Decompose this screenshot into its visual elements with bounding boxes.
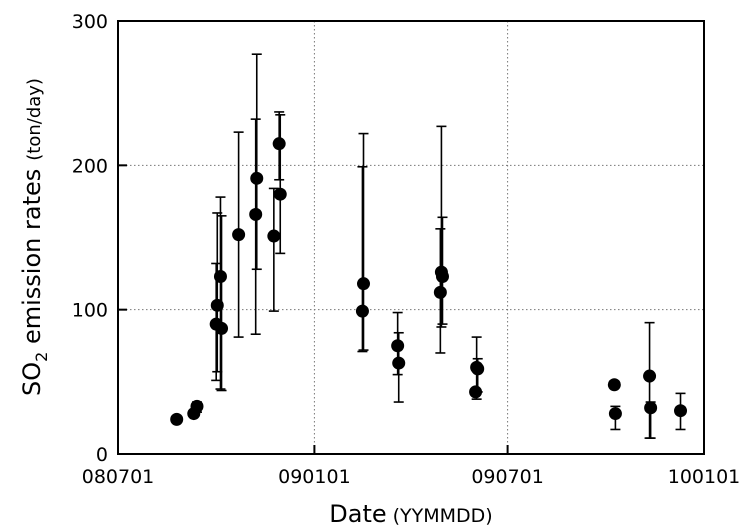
data-point <box>607 378 621 392</box>
data-point <box>643 369 657 383</box>
y-axis-title: SO2 emission rates (ton/day) <box>18 78 51 396</box>
data-point <box>215 321 229 335</box>
y-axis-title-subscript: 2 <box>32 352 51 362</box>
x-axis-title-unit: (YYMMDD) <box>393 505 493 527</box>
data-point <box>267 229 281 243</box>
data-points <box>170 137 688 426</box>
data-point <box>471 362 485 376</box>
x-tick-label: 090101 <box>278 466 351 488</box>
data-point <box>170 412 184 426</box>
y-tick-label: 200 <box>72 155 108 177</box>
data-point <box>232 228 246 242</box>
data-point <box>469 385 483 399</box>
x-tick-label: 090701 <box>471 466 544 488</box>
x-tick-label: 080701 <box>82 466 155 488</box>
y-tick-label: 300 <box>72 11 108 33</box>
y-axis-title-main: SO <box>18 362 46 396</box>
data-point <box>435 269 449 283</box>
axis-ticks: 080701 090101 090701 100101 0 100 200 300 <box>72 11 741 488</box>
data-point <box>357 277 371 291</box>
data-point <box>273 187 287 201</box>
y-tick-label: 100 <box>72 300 108 322</box>
data-point <box>391 339 405 353</box>
plot-frame <box>117 20 705 455</box>
y-tick-label: 0 <box>96 444 108 466</box>
data-point <box>213 269 227 283</box>
data-point <box>249 207 263 221</box>
y-axis-title-rest: emission rates <box>18 169 46 352</box>
data-point <box>392 356 406 370</box>
data-point <box>644 401 658 415</box>
data-point <box>250 171 264 185</box>
x-axis-title: Date (YYMMDD) <box>329 500 492 528</box>
data-point <box>674 404 688 418</box>
data-point <box>355 304 369 318</box>
data-point <box>272 137 286 151</box>
y-axis-title-unit: (ton/day) <box>24 78 45 161</box>
data-point <box>433 285 447 299</box>
data-point <box>608 407 622 421</box>
data-point <box>190 399 204 413</box>
x-axis-title-main: Date <box>329 500 386 528</box>
grid-lines <box>118 21 704 454</box>
x-tick-label: 100101 <box>668 466 741 488</box>
data-point <box>210 298 224 312</box>
